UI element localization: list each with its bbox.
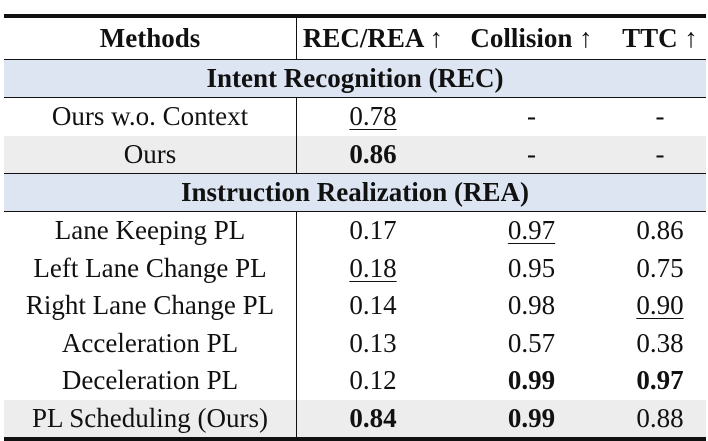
- collision-value: 0.95: [507, 252, 556, 283]
- collision-value: 0.99: [507, 402, 556, 433]
- rec-value: 0.13: [349, 327, 397, 358]
- table-row: Deceleration PL 0.12 0.99 0.97: [4, 362, 706, 400]
- method-cell: Ours: [4, 135, 297, 173]
- section-rule-rea-top: [4, 173, 706, 174]
- rec-value: 0.12: [349, 365, 397, 396]
- table-row: Ours w.o. Context 0.78 - -: [4, 98, 706, 136]
- table-row: Right Lane Change PL 0.14 0.98 0.90: [4, 287, 706, 325]
- method-cell: Ours w.o. Context: [4, 98, 297, 136]
- table-row: PL Scheduling (Ours) 0.84 0.99 0.88: [4, 399, 706, 437]
- ttc-value: 0.86: [636, 215, 684, 246]
- header-rec-rea: REC/REA ↑: [302, 23, 444, 53]
- method-cell: Acceleration PL: [4, 324, 297, 362]
- top-rule: [4, 14, 706, 18]
- results-table: Methods REC/REA ↑ Collision ↑ TTC ↑ Inte…: [4, 14, 706, 441]
- ttc-value: -: [655, 101, 665, 132]
- method-cell: Deceleration PL: [4, 362, 297, 400]
- table-row: Lane Keeping PL 0.17 0.97 0.86: [4, 212, 706, 250]
- ttc-value: 0.88: [636, 402, 684, 433]
- ttc-value: 0.38: [636, 327, 684, 358]
- header-collision: Collision ↑: [470, 23, 593, 53]
- header-ttc: TTC ↑: [622, 23, 698, 53]
- rec-value: 0.18: [349, 252, 397, 283]
- method-cell: PL Scheduling (Ours): [4, 399, 297, 437]
- section-rule-rec: [4, 97, 706, 98]
- header-rule: [4, 59, 706, 60]
- header-row: Methods REC/REA ↑ Collision ↑ TTC ↑: [4, 18, 706, 59]
- collision-value: -: [527, 138, 536, 169]
- section-title-rea: Instruction Realization (REA): [4, 174, 706, 211]
- bottom-rule: [4, 437, 706, 441]
- collision-value: 0.98: [507, 290, 556, 321]
- table-row: Ours 0.86 - -: [4, 135, 706, 173]
- method-cell: Left Lane Change PL: [4, 249, 297, 287]
- collision-value: 0.97: [507, 215, 556, 246]
- ttc-value: 0.75: [636, 252, 684, 283]
- method-cell: Lane Keeping PL: [4, 212, 297, 250]
- table-row: Left Lane Change PL 0.18 0.95 0.75: [4, 249, 706, 287]
- rec-value: 0.17: [349, 215, 397, 246]
- section-title-rec: Intent Recognition (REC): [4, 60, 706, 97]
- collision-value: -: [527, 101, 536, 132]
- rec-value: 0.86: [349, 138, 397, 169]
- rec-value: 0.84: [349, 402, 397, 433]
- rec-value: 0.78: [349, 101, 397, 132]
- table-row: Acceleration PL 0.13 0.57 0.38: [4, 324, 706, 362]
- method-cell: Right Lane Change PL: [4, 287, 297, 325]
- ttc-value: 0.90: [636, 290, 684, 321]
- section-rule-rea: [4, 211, 706, 212]
- collision-value: 0.99: [507, 365, 556, 396]
- header-methods: Methods: [4, 18, 297, 59]
- ttc-value: -: [655, 138, 665, 169]
- collision-value: 0.57: [507, 327, 556, 358]
- ttc-value: 0.97: [636, 365, 684, 396]
- rec-value: 0.14: [349, 290, 397, 321]
